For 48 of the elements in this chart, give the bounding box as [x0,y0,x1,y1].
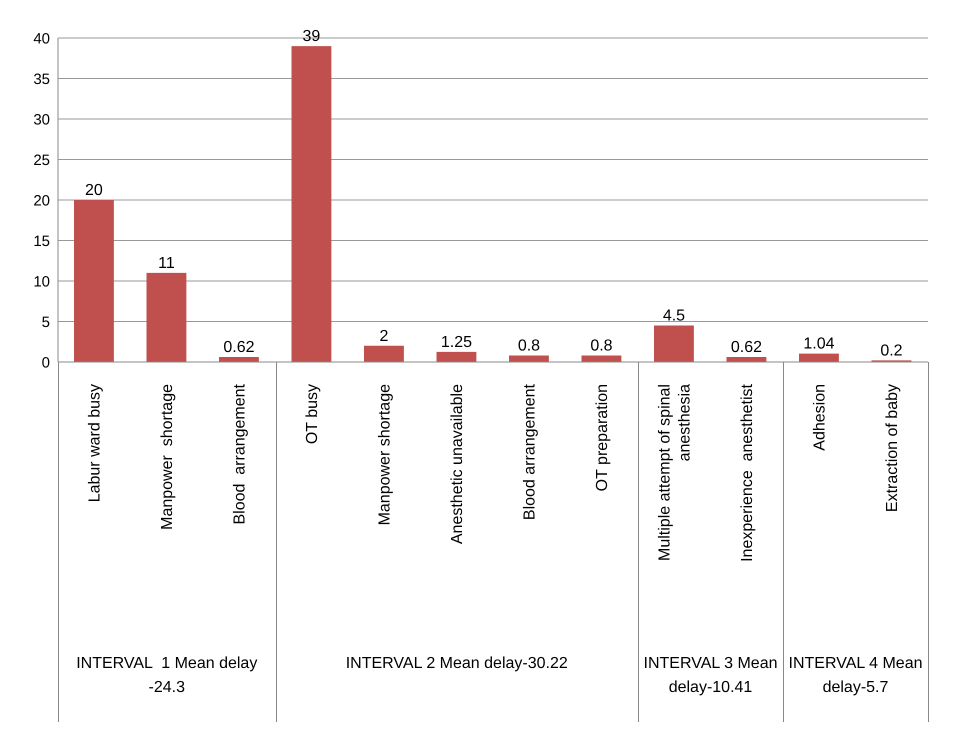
bar [654,326,694,362]
data-label: 4.5 [662,308,686,325]
y-tick-label: 0 [42,354,50,372]
y-tick-label: 30 [33,111,50,128]
data-label: 0.8 [590,338,613,355]
data-label: 0.62 [223,338,255,356]
y-tick-label: 15 [33,232,50,250]
text: INTERVAL 1 Mean delay -24.3 [75,654,258,698]
bar [292,46,332,362]
data-label: 2 [379,328,388,345]
bar [436,352,476,362]
x-tick-label: Extraction of baby [884,384,901,512]
data-label: 0.62 [730,338,762,356]
x-tick-label: Manpower shortage [158,384,176,530]
data-label: 0.2 [880,342,903,360]
x-tick-label: OT busy [304,384,321,444]
bar [364,346,404,362]
data-label: 0.8 [518,338,540,355]
bar [219,356,259,362]
data-label: 39 [302,28,320,46]
text: INTERVAL 4 Mean delay-5.7 [788,654,924,698]
y-tick-label: 10 [33,273,50,290]
x-tick-label: Anesthetic unavailable [448,384,466,544]
bar [146,272,186,362]
x-tick-label: Blood arrangement [231,383,248,525]
bar [799,354,839,362]
bar [726,356,766,362]
text: INTERVAL 3 Mean delay-10.41 [642,654,778,698]
y-tick-label: 25 [33,152,50,169]
bar [582,356,622,362]
x-tick-label: Adhesion [811,384,828,451]
x-tick-label: OT preparation [594,384,611,492]
y-tick-label: 20 [33,192,50,210]
data-label: 11 [158,254,175,272]
x-tick-label: Blood arrangement [521,383,538,520]
text: INTERVAL 2 Mean delay-30.22 [344,654,569,674]
data-label: 20 [85,182,103,199]
x-tick-label: Manpower shortage [376,384,394,526]
data-label: 1.04 [803,336,835,353]
x-tick-label: Inexperience anesthetist [738,383,756,562]
y-tick-label: 5 [42,314,50,331]
x-tick-label: Multiple attempt of spinal anesthesia [656,384,694,561]
x-tick-label: Labur ward busy [86,384,104,502]
bar [74,200,114,362]
y-tick-label: 35 [33,70,50,88]
data-label: 1.25 [440,334,472,351]
y-tick-label: 40 [33,30,50,48]
bar [509,356,549,362]
